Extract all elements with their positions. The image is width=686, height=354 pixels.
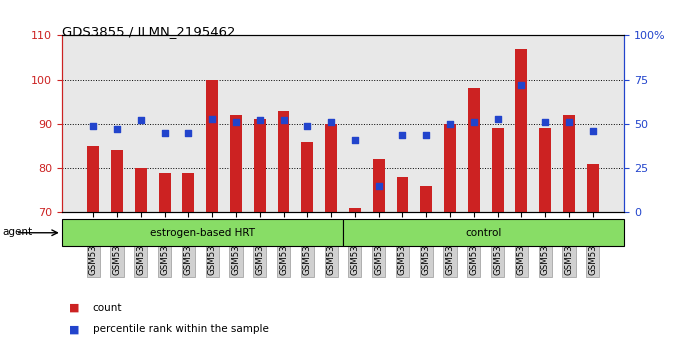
Bar: [206, 80, 218, 212]
Point: [349, 137, 360, 143]
Point: [159, 130, 170, 136]
Bar: [111, 150, 123, 212]
Bar: [325, 124, 337, 212]
Bar: [421, 186, 432, 212]
Bar: [515, 48, 528, 212]
Point: [516, 82, 527, 88]
Point: [255, 118, 265, 123]
Point: [445, 121, 456, 127]
Point: [563, 119, 574, 125]
Text: estrogen-based HRT: estrogen-based HRT: [150, 228, 255, 238]
Bar: [62, 219, 343, 246]
Point: [397, 132, 408, 137]
Point: [183, 130, 194, 136]
Bar: [182, 172, 194, 212]
Bar: [301, 142, 314, 212]
Bar: [158, 172, 171, 212]
Point: [587, 128, 598, 134]
Bar: [135, 168, 147, 212]
Text: GDS3855 / ILMN_2195462: GDS3855 / ILMN_2195462: [62, 25, 235, 38]
Bar: [539, 128, 551, 212]
Bar: [372, 159, 385, 212]
Point: [135, 118, 146, 123]
Bar: [397, 177, 408, 212]
Bar: [87, 146, 99, 212]
Point: [278, 118, 289, 123]
Text: ■: ■: [69, 324, 79, 334]
Point: [112, 126, 123, 132]
Point: [540, 119, 551, 125]
Point: [373, 183, 384, 189]
Bar: [230, 115, 242, 212]
Point: [206, 116, 217, 121]
Point: [492, 116, 503, 121]
Point: [421, 132, 431, 137]
Text: percentile rank within the sample: percentile rank within the sample: [93, 324, 268, 334]
Bar: [492, 128, 504, 212]
Bar: [343, 219, 624, 246]
Text: ■: ■: [69, 303, 79, 313]
Text: control: control: [465, 228, 502, 238]
Text: agent: agent: [3, 227, 33, 237]
Point: [230, 119, 241, 125]
Text: count: count: [93, 303, 122, 313]
Bar: [254, 120, 265, 212]
Point: [469, 119, 480, 125]
Bar: [468, 88, 480, 212]
Bar: [349, 208, 361, 212]
Point: [88, 123, 99, 129]
Bar: [563, 115, 575, 212]
Point: [326, 119, 337, 125]
Bar: [444, 124, 456, 212]
Bar: [587, 164, 599, 212]
Bar: [278, 110, 289, 212]
Point: [302, 123, 313, 129]
